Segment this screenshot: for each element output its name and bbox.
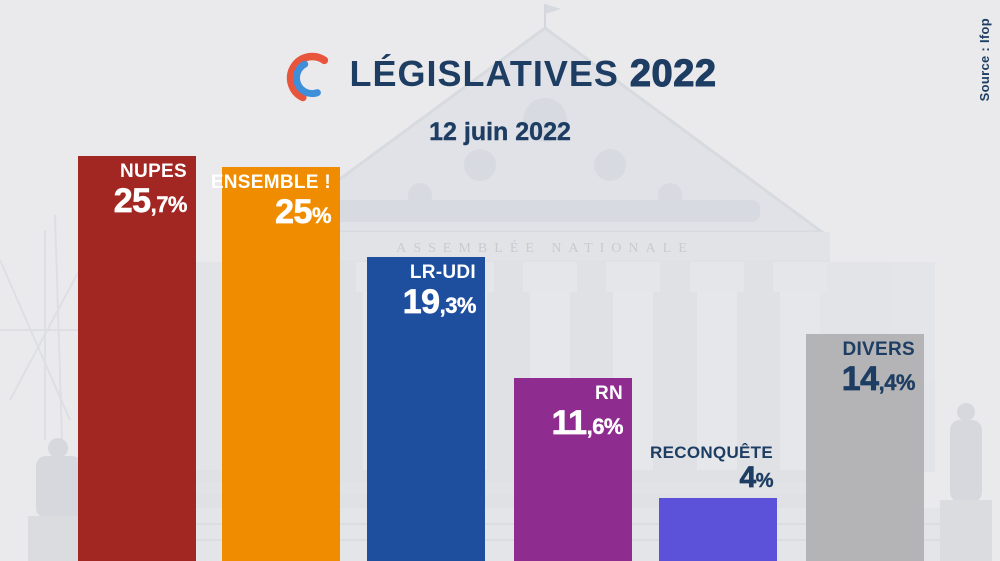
- bar-category-label: RECONQUÊTE: [650, 442, 773, 462]
- bar-value-label: 25,7%: [113, 182, 187, 221]
- bar-reconquete: RECONQUÊTE 4%: [650, 443, 777, 561]
- title-year: 2022: [629, 53, 717, 95]
- bar-divers: DIVERS 14,4%: [806, 334, 924, 561]
- scaffolding-lines: [0, 214, 95, 441]
- bar-category-label: DIVERS: [842, 339, 915, 361]
- arc-logo-icon: [286, 52, 328, 102]
- bar-category-label: NUPES: [120, 161, 187, 183]
- bar-label: ENSEMBLE ! 25%: [210, 172, 332, 232]
- bar-label: NUPES 25,7%: [113, 161, 187, 221]
- subtitle-date: 12 juin 2022: [429, 118, 571, 146]
- flag: [545, 4, 561, 14]
- bar-category-label: ENSEMBLE !: [210, 172, 331, 194]
- bar-lr-udi: LR-UDI 19,3%: [367, 257, 485, 561]
- page-title: LÉGISLATIVES 2022: [349, 53, 717, 95]
- bar-rn: RN 11,6%: [514, 378, 632, 561]
- bar-label: LR-UDI 19,3%: [402, 262, 476, 321]
- bar-category-label: LR-UDI: [409, 262, 476, 284]
- bar-value-label: 4%: [739, 460, 774, 494]
- bar-value-label: 14,4%: [841, 360, 915, 399]
- bar-value-label: 11,6%: [551, 404, 623, 443]
- bar-nupes: NUPES 25,7%: [78, 156, 196, 561]
- frieze: [250, 232, 830, 260]
- bar-ensemble: ENSEMBLE ! 25%: [211, 167, 340, 561]
- bar-label: DIVERS 14,4%: [841, 339, 915, 399]
- right-statue: [940, 403, 992, 561]
- bar-category-label: RN: [594, 383, 623, 405]
- header: LÉGISLATIVES 2022 12 juin 2022: [0, 42, 1000, 147]
- pediment-relief: [330, 98, 760, 222]
- building-inscription: ASSEMBLÉE NATIONALE: [396, 239, 694, 256]
- title-row: LÉGISLATIVES 2022: [0, 42, 1000, 106]
- bar-label: RECONQUÊTE 4%: [650, 442, 774, 494]
- bar-value-label: 19,3%: [402, 282, 476, 321]
- bar-value-label: 25%: [275, 193, 332, 232]
- bar-label: RN 11,6%: [551, 383, 623, 443]
- title-main: LÉGISLATIVES: [349, 53, 619, 94]
